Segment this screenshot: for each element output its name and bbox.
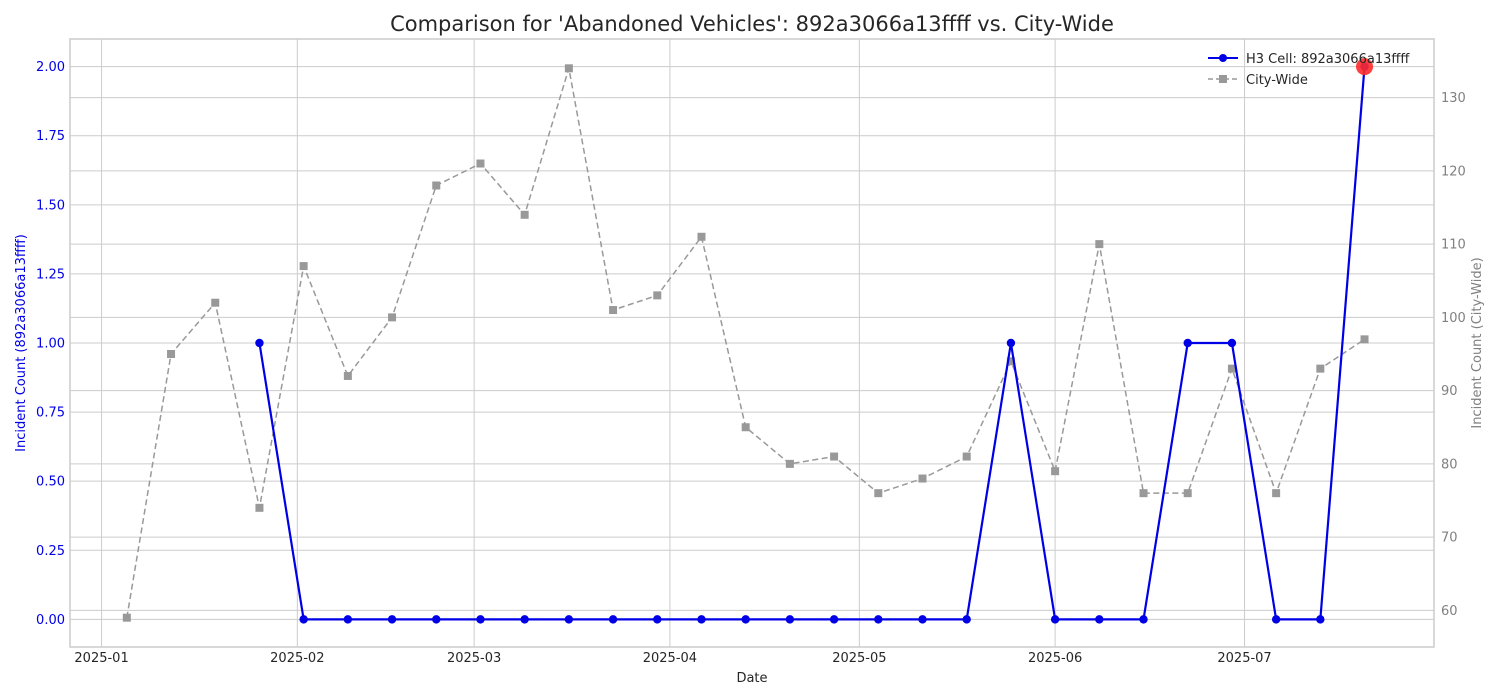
right-y-tick-label: 100 [1441, 311, 1466, 326]
legend-marker-h3 [1219, 54, 1227, 62]
citywide-point [830, 452, 839, 461]
citywide-point [653, 291, 662, 300]
h3-point [387, 615, 397, 624]
left-y-tick-label: 0.75 [36, 406, 65, 421]
x-tick-label: 2025-06 [1028, 651, 1082, 666]
h3-point [1006, 338, 1016, 348]
left-y-tick-label: 1.25 [36, 267, 65, 282]
left-y-axis-label: Incident Count (892a3066a13ffff) [14, 234, 29, 452]
h3-point [1183, 338, 1192, 348]
chart-title: Comparison for 'Abandoned Vehicles': 892… [390, 12, 1114, 36]
citywide-point [697, 232, 706, 241]
citywide-point [609, 306, 618, 315]
x-tick-label: 2025-07 [1217, 651, 1271, 666]
citywide-point [874, 489, 883, 498]
right-y-axis-label: Incident Count (City-Wide) [1470, 257, 1485, 428]
h3-point [918, 615, 927, 624]
left-y-tick-label: 0.50 [36, 475, 65, 490]
h3-point [255, 338, 264, 348]
left-y-tick-label: 0.25 [36, 544, 65, 559]
h3-point [1050, 615, 1060, 624]
plot-frame [69, 38, 1435, 648]
citywide-point [388, 313, 397, 322]
left-y-tick-label: 0.00 [36, 613, 65, 628]
citywide-point [741, 423, 750, 432]
citywide-point [1139, 489, 1148, 498]
left-y-tick-label: 1.50 [36, 198, 65, 213]
h3-point [741, 615, 750, 624]
right-y-tick-label: 80 [1441, 457, 1458, 472]
legend: H3 Cell: 892a3066a13ffff City-Wide [1208, 52, 1410, 88]
h3-point [1316, 615, 1325, 624]
h3-point [432, 615, 441, 624]
series-line-h3 [258, 66, 1366, 621]
h3-point [874, 615, 883, 624]
citywide-point [343, 371, 352, 380]
left-y-tick-label: 1.00 [36, 337, 65, 352]
h3-point [564, 615, 574, 624]
h3-point [1139, 615, 1148, 624]
right-y-tick-label: 110 [1441, 238, 1466, 253]
right-y-tick-label: 60 [1441, 604, 1458, 619]
h3-point [697, 615, 706, 624]
legend-label-citywide: City-Wide [1246, 73, 1308, 88]
legend-marker-citywide [1219, 75, 1227, 83]
x-tick-label: 2025-02 [270, 651, 324, 666]
highlight-point [1356, 58, 1374, 76]
citywide-point [564, 64, 573, 73]
citywide-point [785, 459, 794, 468]
citywide-point [962, 452, 971, 461]
x-tick-label: 2025-04 [643, 651, 697, 666]
h3-point [343, 615, 353, 624]
citywide-point [1006, 357, 1015, 366]
right-y-tick-label: 90 [1441, 384, 1458, 399]
h3-point [476, 615, 485, 624]
citywide-point [1183, 489, 1192, 498]
x-tick-label: 2025-05 [832, 651, 886, 666]
citywide-point [255, 503, 264, 512]
right-y-tick-label: 70 [1441, 531, 1458, 546]
x-axis-label: Date [736, 671, 767, 686]
citywide-point [1227, 364, 1236, 373]
citywide-point [167, 349, 176, 358]
right-y-tick-label: 120 [1441, 164, 1466, 179]
citywide-point [432, 181, 441, 190]
citywide-point [1095, 240, 1104, 249]
h3-point [608, 615, 618, 624]
h3-point [785, 615, 795, 624]
citywide-point [299, 262, 308, 271]
citywide-point [476, 159, 485, 168]
citywide-point [211, 298, 220, 307]
left-y-tick-label: 1.75 [36, 129, 65, 144]
h3-point [1227, 338, 1237, 348]
x-tick-label: 2025-01 [74, 651, 128, 666]
citywide-point [520, 210, 529, 219]
plot-area: 2025-01 2025-02 2025-03 2025-04 2025-05 2025-… [36, 38, 1466, 666]
h3-point [1271, 615, 1281, 624]
citywide-point [1360, 335, 1369, 344]
citywide-point [1272, 489, 1281, 498]
h3-point [299, 615, 308, 624]
left-y-tick-label: 2.00 [36, 60, 65, 75]
citywide-point [918, 474, 927, 483]
citywide-point [122, 613, 131, 622]
h3-point [829, 615, 839, 624]
h3-point [520, 615, 529, 624]
right-y-tick-label: 130 [1441, 91, 1466, 106]
citywide-point [1316, 364, 1325, 373]
h3-point [1095, 615, 1104, 624]
h3-point [653, 615, 662, 624]
x-tick-label: 2025-03 [447, 651, 501, 666]
citywide-point [1051, 467, 1060, 476]
legend-label-h3: H3 Cell: 892a3066a13ffff [1246, 52, 1410, 67]
h3-point [962, 615, 971, 624]
